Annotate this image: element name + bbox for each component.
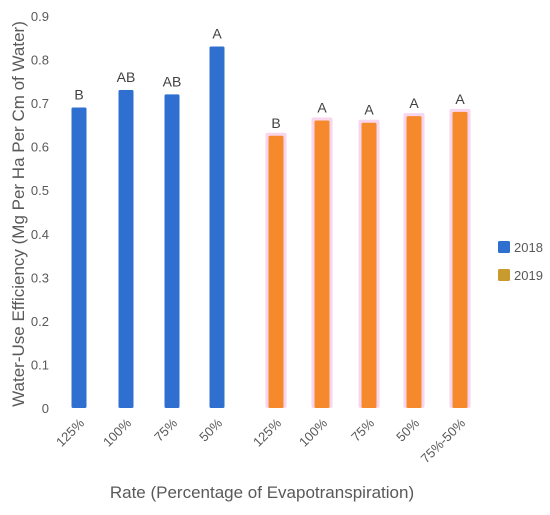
legend-label: 2019: [514, 268, 543, 283]
x-tick-label: 125%: [250, 415, 284, 449]
bar-significance-label: AB: [117, 69, 136, 85]
bar-significance-label: B: [271, 115, 280, 131]
bar-2019-8: [452, 111, 468, 409]
x-tick-label: 100%: [296, 415, 330, 449]
legend-swatch: [498, 269, 510, 281]
y-tick-label: 0.1: [31, 357, 49, 372]
y-tick-label: 0.7: [31, 96, 49, 111]
bar-significance-label: A: [212, 25, 222, 41]
bar-2018-3: [209, 46, 225, 408]
x-tick-label: 75%: [348, 415, 377, 444]
x-axis-title: Rate (Percentage of Evapotranspiration): [110, 483, 414, 502]
x-axis-ticks: 125% 100% 75% 50% 125% 100% 75% 50%75%-50%: [53, 415, 468, 466]
y-tick-label: 0: [42, 401, 49, 416]
x-tick-label: 50%: [393, 415, 422, 444]
legend-swatch: [498, 241, 510, 253]
bar-2018-0: [71, 107, 87, 408]
bar-2019-6: [361, 122, 377, 408]
y-tick-label: 0.5: [31, 183, 49, 198]
bars-group: [71, 46, 471, 409]
y-tick-label: 0.3: [31, 270, 49, 285]
x-tick-label: 100%: [100, 415, 134, 449]
bar-significance-label: B: [74, 86, 83, 102]
bar-significance-label: A: [317, 100, 327, 116]
y-tick-label: 0.2: [31, 314, 49, 329]
x-tick-label: 75%: [151, 415, 180, 444]
bar-significance-label: A: [364, 102, 374, 118]
bar-2019-5: [314, 120, 330, 409]
x-tick-label: 50%: [196, 415, 225, 444]
bar-significance-label: A: [409, 95, 419, 111]
y-axis-title: Water-Use Efficiency (Mg Per Ha Per Cm o…: [9, 21, 28, 407]
legend-label: 2018: [514, 240, 543, 255]
bar-2018-2: [164, 94, 180, 409]
y-tick-label: 0.8: [31, 53, 49, 68]
bar-significance-label: AB: [163, 73, 182, 89]
bar-2019-7: [406, 116, 422, 408]
x-tick-label: 125%: [53, 415, 87, 449]
y-tick-label: 0.6: [31, 140, 49, 155]
y-axis-ticks: 0 0.1 0.2 0.3 0.4 0.5 0.6 0.7 0.8 0.9: [31, 9, 49, 416]
bar-2018-1: [118, 90, 134, 409]
y-tick-label: 0.9: [31, 9, 49, 24]
bar-significance-label: A: [455, 91, 465, 107]
legend: 2018 2019: [498, 240, 543, 283]
y-tick-label: 0.4: [31, 227, 49, 242]
x-tick-label: 75%-50%: [418, 415, 469, 466]
bar-2019-4: [268, 135, 284, 408]
